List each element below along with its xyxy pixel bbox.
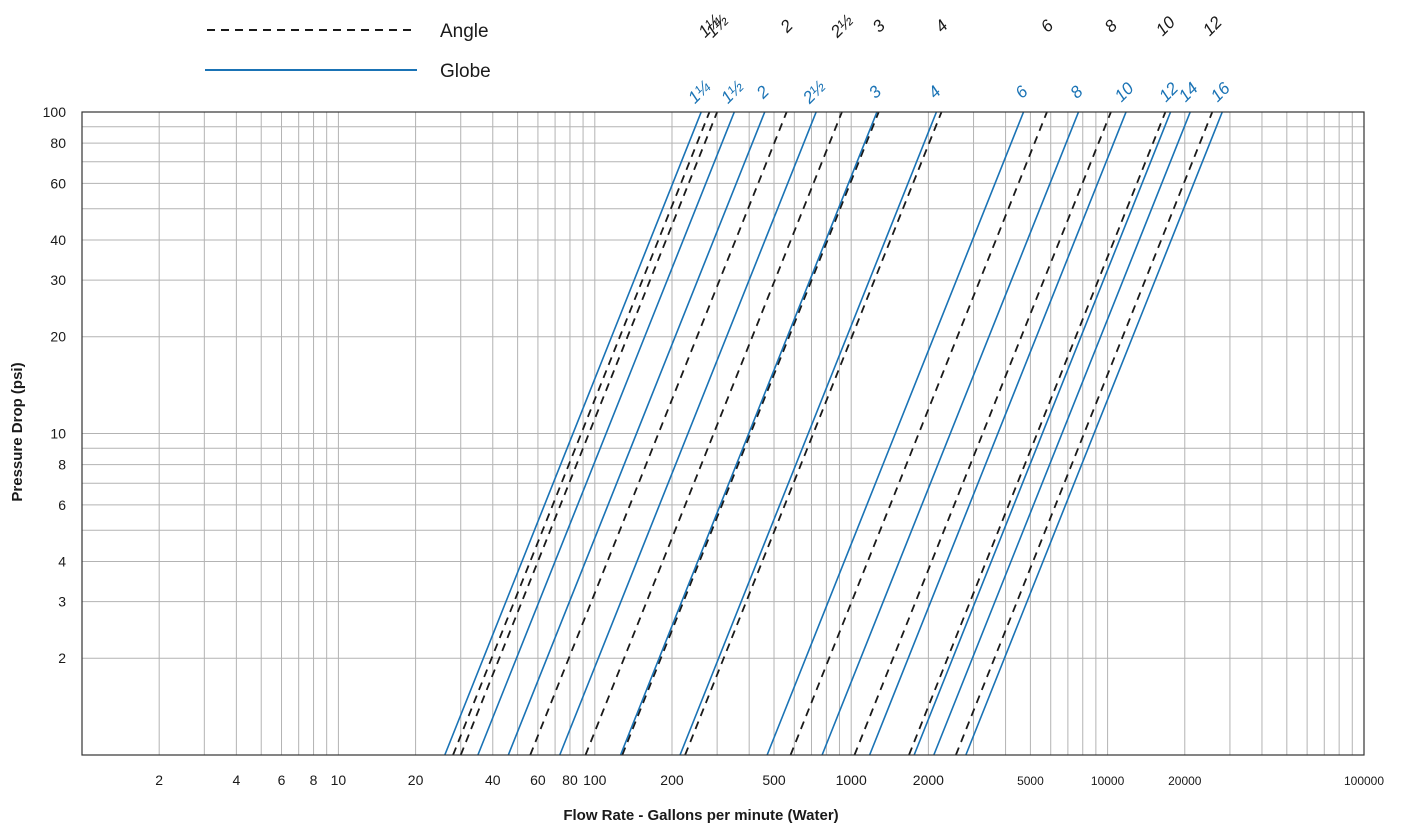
y-tick-label: 30 <box>50 272 66 288</box>
x-tick-label: 20 <box>408 772 424 788</box>
y-tick-label: 100 <box>43 104 67 120</box>
plot-frame <box>81 111 1365 756</box>
y-tick-label: 4 <box>58 553 66 569</box>
y-tick-label: 10 <box>50 426 66 442</box>
x-tick-label: 6 <box>278 772 286 788</box>
angle-series-line <box>684 111 943 756</box>
grid <box>82 112 1364 755</box>
y-tick-label: 2 <box>58 650 66 666</box>
angle-series-line <box>908 111 1167 756</box>
angle-size-label: 6 <box>1037 16 1058 37</box>
series-lines <box>444 111 1223 756</box>
legend-angle-label: Angle <box>440 21 489 42</box>
globe-size-label: 6 <box>1012 82 1033 103</box>
angle-series-line <box>621 111 880 756</box>
legend-globe-label: Globe <box>440 61 491 82</box>
globe-size-label: 14 <box>1175 79 1202 106</box>
x-tick-label: 100 <box>583 772 607 788</box>
angle-size-label: 12 <box>1199 12 1226 39</box>
y-tick-label: 40 <box>50 232 66 248</box>
globe-size-label: 1½ <box>717 77 747 107</box>
x-tick-label: 20000 <box>1168 774 1202 788</box>
globe-series-line <box>933 111 1191 756</box>
globe-series-line <box>559 111 817 756</box>
globe-size-label: 1¼ <box>684 77 714 107</box>
globe-size-label: 2 <box>752 82 773 103</box>
x-tick-label: 2000 <box>913 772 944 788</box>
globe-series-line <box>965 111 1223 756</box>
globe-series-line <box>619 111 878 756</box>
angle-size-label: 4 <box>932 16 952 36</box>
angle-size-label: 8 <box>1101 16 1122 37</box>
x-tick-label: 60 <box>530 772 546 788</box>
angle-series-line <box>584 111 843 756</box>
y-axis-title: Pressure Drop (psi) <box>9 362 26 501</box>
x-tick-label: 200 <box>660 772 684 788</box>
x-tick-label: 500 <box>762 772 786 788</box>
globe-series-line <box>477 111 736 756</box>
angle-series-line <box>529 111 788 756</box>
x-tick-label: 40 <box>485 772 501 788</box>
globe-series-line <box>913 111 1172 756</box>
globe-series-line <box>507 111 766 756</box>
angle-size-label: 2 <box>776 16 797 37</box>
y-tick-label: 80 <box>50 135 66 151</box>
globe-series-line <box>821 111 1080 756</box>
angle-size-label: 3 <box>869 16 890 37</box>
x-tick-label: 5000 <box>1017 774 1044 788</box>
globe-size-label: 10 <box>1111 78 1138 105</box>
x-tick-label: 80 <box>562 772 578 788</box>
x-tick-label: 4 <box>232 772 240 788</box>
x-tick-labels: 2 4 6 8 10 20 40 60 80 100 200 500 1000 2000 5000 10000… <box>155 772 1384 788</box>
x-axis-title: Flow Rate - Gallons per minute (Water) <box>563 807 838 824</box>
globe-series-line <box>766 111 1025 756</box>
angle-series-line <box>459 111 718 756</box>
globe-size-label: 8 <box>1067 82 1088 103</box>
x-tick-label: 10000 <box>1091 774 1125 788</box>
angle-series-line <box>853 111 1112 756</box>
globe-size-label: 3 <box>865 82 886 103</box>
legend: Angle Globe <box>205 21 491 82</box>
x-tick-label: 10 <box>331 772 347 788</box>
angle-series-line <box>789 111 1048 756</box>
x-tick-label: 1000 <box>836 772 867 788</box>
y-tick-label: 8 <box>58 457 66 473</box>
y-tick-label: 20 <box>50 329 66 345</box>
globe-size-label: 16 <box>1207 78 1234 105</box>
globe-size-label: 4 <box>924 82 944 102</box>
y-tick-label: 3 <box>58 594 66 610</box>
y-tick-label: 6 <box>58 497 66 513</box>
y-tick-labels: 2 3 4 6 8 10 20 30 40 60 80 100 <box>43 104 67 666</box>
angle-size-label: 2½ <box>826 11 857 42</box>
globe-size-label: 2½ <box>798 77 829 108</box>
globe-series-line <box>444 111 702 756</box>
angle-size-label: 10 <box>1152 12 1179 39</box>
x-tick-label: 2 <box>155 772 163 788</box>
globe-series-line <box>868 111 1127 756</box>
x-tick-label: 8 <box>310 772 318 788</box>
angle-series-line <box>452 111 711 756</box>
angle-series-line <box>955 111 1214 756</box>
y-tick-label: 60 <box>50 175 66 191</box>
globe-series-line <box>679 111 938 756</box>
x-tick-label: 100000 <box>1344 774 1384 788</box>
